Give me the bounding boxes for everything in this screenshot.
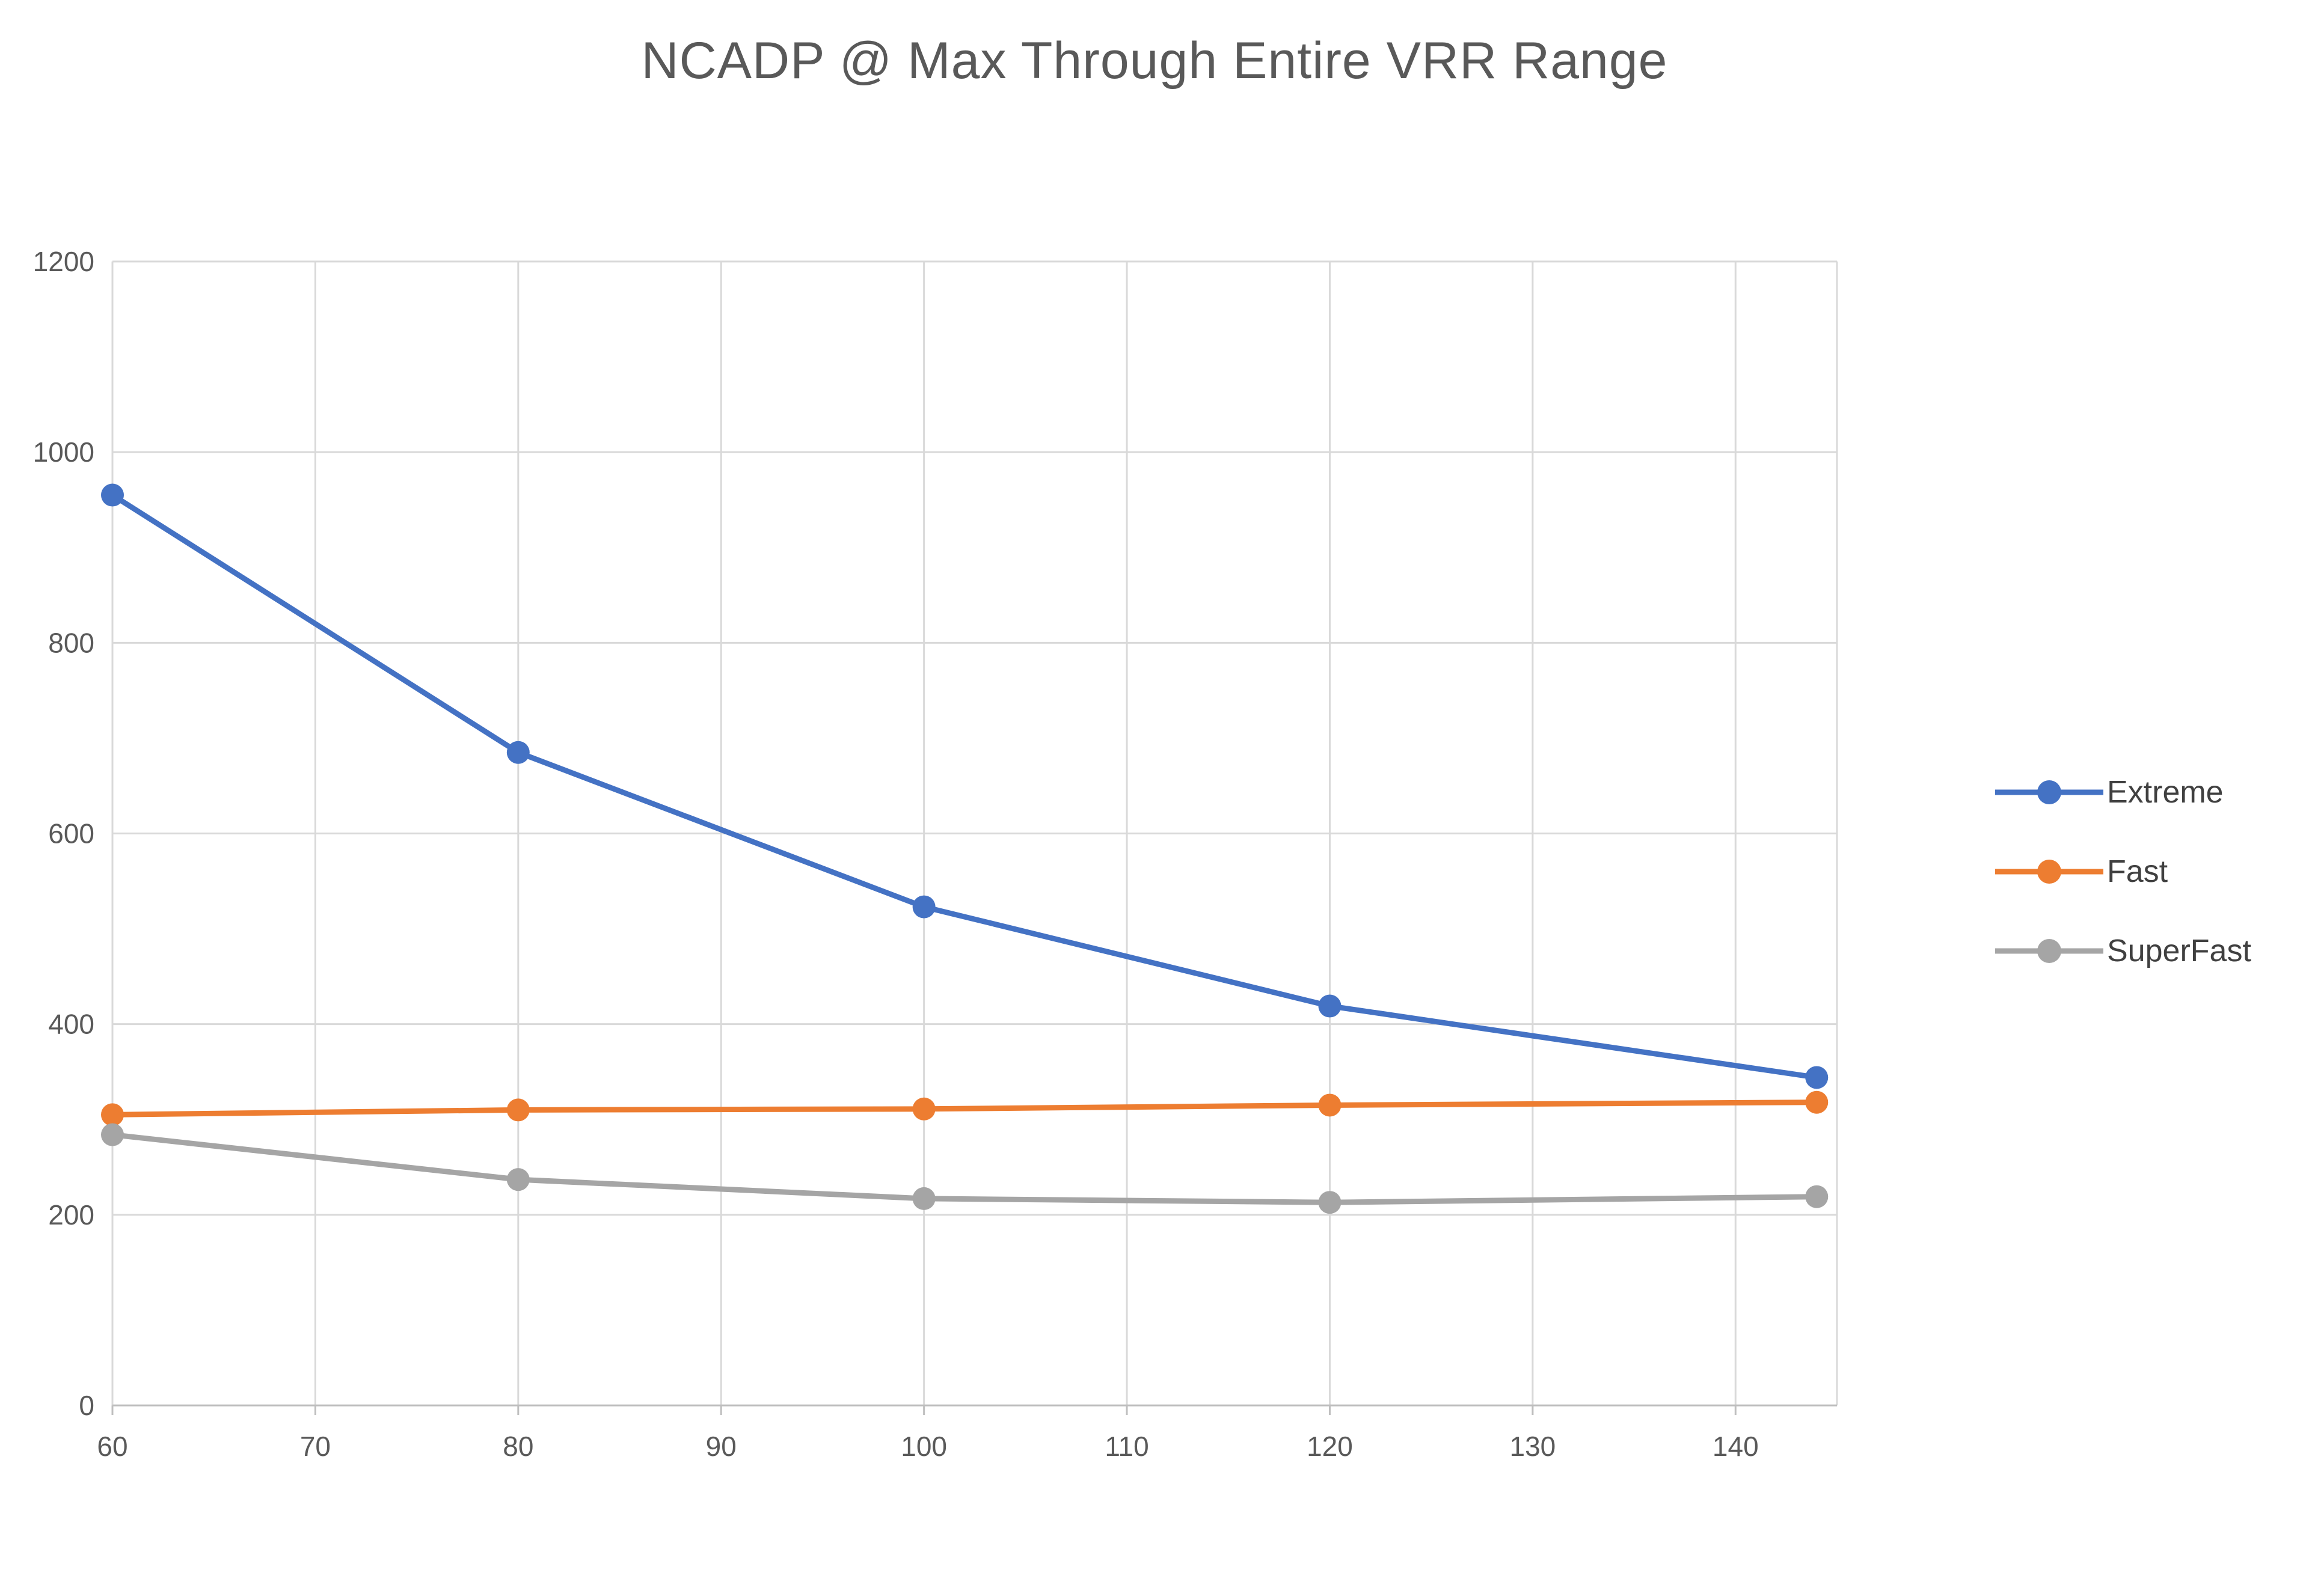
series-marker-superfast xyxy=(506,1168,530,1191)
x-tick-label: 60 xyxy=(97,1431,127,1462)
series-marker-extreme xyxy=(1805,1066,1829,1089)
legend-item-fast: Fast xyxy=(1995,854,2251,890)
x-tick-label: 90 xyxy=(706,1431,737,1462)
legend-label-extreme: Extreme xyxy=(2107,775,2224,810)
series-marker-fast xyxy=(1805,1090,1829,1114)
y-tick-label: 800 xyxy=(48,627,94,658)
legend-item-superfast: SuperFast xyxy=(1995,933,2251,969)
legend-marker-dot xyxy=(2037,780,2061,804)
legend-marker-dot xyxy=(2037,939,2061,963)
x-tick-label: 80 xyxy=(503,1431,533,1462)
series-marker-extreme xyxy=(1318,994,1342,1018)
y-tick-label: 200 xyxy=(48,1199,94,1231)
series-marker-superfast xyxy=(1805,1185,1829,1208)
series-marker-fast xyxy=(506,1098,530,1122)
chart-title: NCADP @ Max Through Entire VRR Range xyxy=(641,32,1668,90)
chart-legend: Extreme Fast SuperFast xyxy=(1995,774,2251,969)
x-tick-label: 130 xyxy=(1510,1431,1556,1462)
legend-item-extreme: Extreme xyxy=(1995,774,2251,810)
y-tick-label: 0 xyxy=(79,1390,94,1421)
x-tick-label: 120 xyxy=(1307,1431,1353,1462)
y-tick-label: 1000 xyxy=(33,436,94,468)
series-marker-fast xyxy=(912,1097,936,1121)
x-tick-label: 100 xyxy=(901,1431,947,1462)
series-line-superfast xyxy=(109,1132,1820,1205)
y-tick-label: 400 xyxy=(48,1009,94,1040)
legend-marker-icon xyxy=(1995,939,2103,963)
x-tick-label: 70 xyxy=(300,1431,331,1462)
series-marker-fast xyxy=(1318,1093,1342,1117)
y-tick-label: 1200 xyxy=(33,246,94,277)
legend-marker-icon xyxy=(1995,780,2103,804)
x-tick-label: 140 xyxy=(1713,1431,1759,1462)
series-marker-extreme xyxy=(912,895,936,919)
series-marker-superfast xyxy=(912,1187,936,1210)
series-line-fast xyxy=(109,1099,1820,1118)
legend-marker-dot xyxy=(2037,860,2061,884)
legend-marker-icon xyxy=(1995,860,2103,884)
series-line-extreme xyxy=(109,492,1820,1080)
legend-label-fast: Fast xyxy=(2107,854,2168,889)
series-marker-superfast xyxy=(1318,1191,1342,1214)
series-marker-superfast xyxy=(101,1123,124,1146)
series-marker-fast xyxy=(101,1103,124,1127)
legend-label-superfast: SuperFast xyxy=(2107,934,2251,968)
series-marker-extreme xyxy=(506,741,530,764)
series-marker-extreme xyxy=(101,483,124,507)
y-tick-label: 600 xyxy=(48,818,94,849)
x-tick-label: 110 xyxy=(1105,1431,1148,1462)
